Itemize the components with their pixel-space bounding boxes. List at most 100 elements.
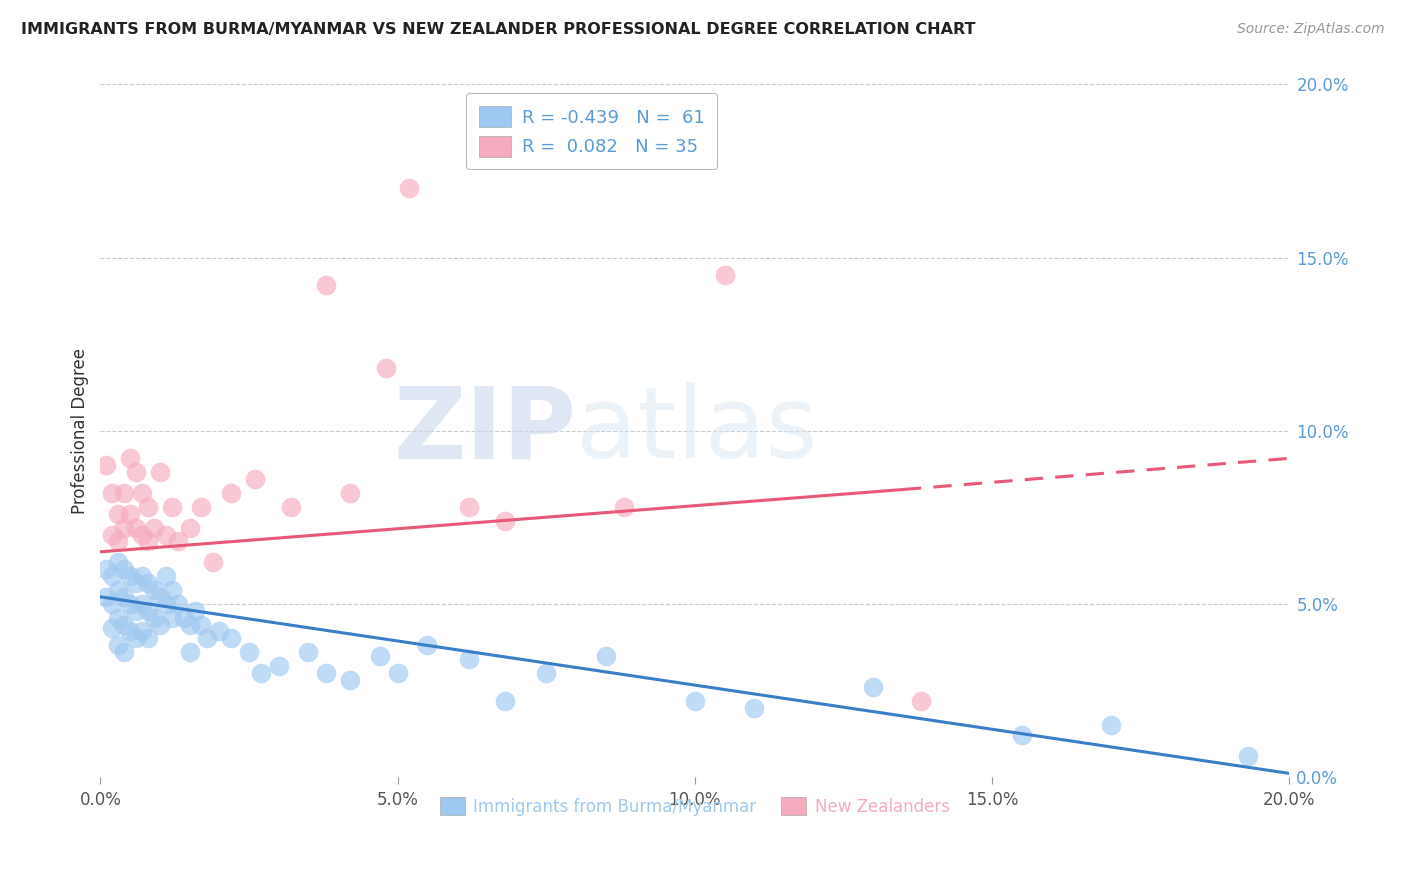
Point (190, 617, 212, 632)
Point (166, 597, 188, 611)
Text: Source: ZipAtlas.com: Source: ZipAtlas.com (1237, 22, 1385, 37)
Point (125, 604, 148, 618)
Point (101, 597, 124, 611)
Point (179, 645, 201, 659)
Point (136, 500, 159, 514)
Point (195, 632, 218, 646)
Point (184, 604, 207, 618)
Point (243, 472, 266, 486)
Point (368, 648, 391, 663)
Point (742, 700, 765, 714)
Point (494, 514, 516, 528)
Point (173, 610, 195, 624)
Legend: Immigrants from Burma/Myanmar, New Zealanders: Immigrants from Burma/Myanmar, New Zeala… (432, 789, 957, 824)
Point (494, 694, 516, 708)
Point (219, 486, 242, 500)
Point (112, 645, 135, 659)
Point (112, 562, 135, 576)
Point (107, 638, 129, 652)
Point (101, 569, 124, 583)
Point (160, 582, 183, 597)
Point (142, 610, 165, 624)
Point (155, 527, 177, 541)
Point (131, 527, 153, 541)
Point (101, 527, 124, 541)
Point (458, 500, 481, 514)
Text: atlas: atlas (576, 382, 817, 479)
Point (280, 500, 302, 514)
Point (101, 621, 124, 635)
Point (107, 610, 129, 624)
Point (595, 648, 617, 663)
Point (149, 617, 172, 632)
Point (112, 590, 135, 604)
Point (238, 645, 260, 659)
Point (136, 534, 159, 549)
Point (125, 520, 148, 534)
Point (1236, 749, 1258, 764)
Point (142, 520, 165, 534)
Point (536, 665, 558, 680)
Point (136, 576, 159, 591)
Point (339, 486, 361, 500)
Point (120, 569, 142, 583)
Point (398, 181, 420, 195)
Point (96, 458, 118, 473)
Point (315, 665, 337, 680)
Point (131, 486, 153, 500)
Point (131, 624, 153, 639)
Point (1011, 728, 1033, 742)
Point (155, 597, 177, 611)
Point (190, 500, 212, 514)
Point (125, 632, 148, 646)
Point (149, 465, 172, 479)
Point (155, 569, 177, 583)
Point (96, 590, 118, 604)
Text: ZIP: ZIP (394, 382, 576, 479)
Point (202, 555, 225, 569)
Point (683, 694, 706, 708)
Point (136, 604, 159, 618)
Point (120, 507, 142, 521)
Point (125, 465, 148, 479)
Point (112, 486, 135, 500)
Point (120, 597, 142, 611)
Point (160, 500, 183, 514)
Point (910, 694, 932, 708)
Point (297, 645, 319, 659)
Point (166, 534, 188, 549)
Point (131, 597, 153, 611)
Point (107, 507, 129, 521)
Point (267, 659, 290, 673)
Point (339, 673, 361, 687)
Point (107, 582, 129, 597)
Point (107, 534, 129, 549)
Point (179, 520, 201, 534)
Point (713, 268, 735, 282)
Point (862, 680, 884, 694)
Point (112, 520, 135, 534)
Point (120, 624, 142, 639)
Point (374, 361, 396, 376)
Point (107, 555, 129, 569)
Point (149, 590, 172, 604)
Point (136, 632, 159, 646)
Point (250, 665, 273, 680)
Point (160, 610, 183, 624)
Text: IMMIGRANTS FROM BURMA/MYANMAR VS NEW ZEALANDER PROFESSIONAL DEGREE CORRELATION C: IMMIGRANTS FROM BURMA/MYANMAR VS NEW ZEA… (21, 22, 976, 37)
Point (125, 576, 148, 591)
Point (458, 652, 481, 666)
Point (120, 451, 142, 466)
Point (387, 665, 409, 680)
Point (142, 582, 165, 597)
Point (101, 486, 124, 500)
Point (416, 638, 439, 652)
Point (208, 624, 231, 639)
Y-axis label: Professional Degree: Professional Degree (72, 348, 89, 514)
Point (131, 569, 153, 583)
Point (219, 632, 242, 646)
Point (112, 617, 135, 632)
Point (612, 500, 634, 514)
Point (179, 617, 201, 632)
Point (315, 278, 337, 293)
